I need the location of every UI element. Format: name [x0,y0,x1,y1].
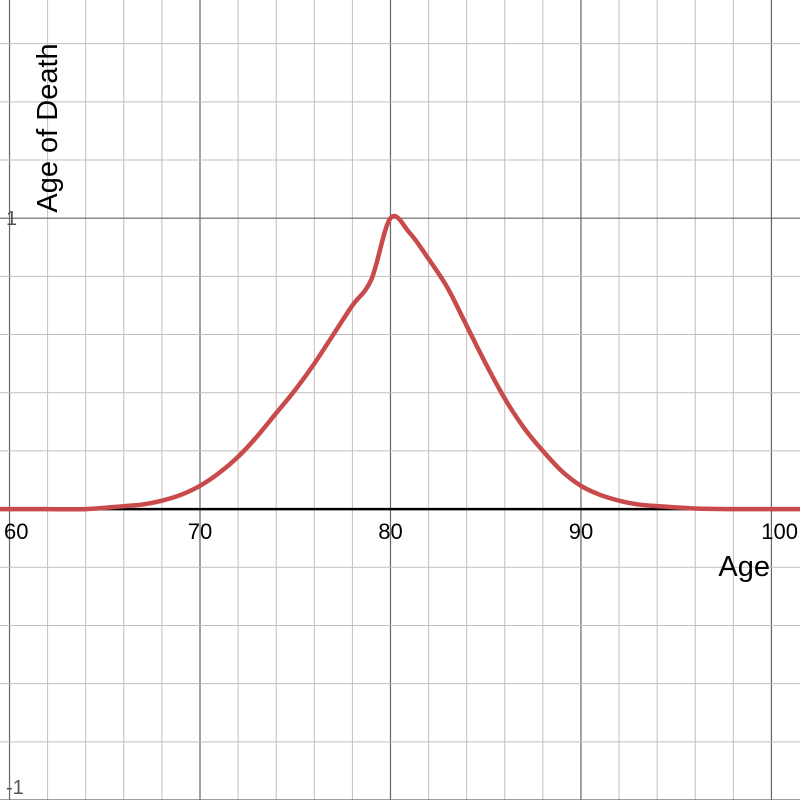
labels: 60 70 80 90 100 1 -1 Age Age of Death [4,43,798,799]
x-axis-title: Age [718,551,770,583]
series-layer [0,213,800,512]
y-tick-label: -1 [6,777,24,799]
x-tick-label: 90 [569,519,593,544]
x-tick-label: 80 [378,519,402,544]
x-tick-label: 100 [761,519,798,544]
x-tick-label: 60 [4,519,28,544]
x-tick-label: 70 [188,519,212,544]
y-axis-title: Age of Death [32,43,64,212]
series-line-0 [0,213,800,512]
y-tick-label: 1 [6,208,17,230]
